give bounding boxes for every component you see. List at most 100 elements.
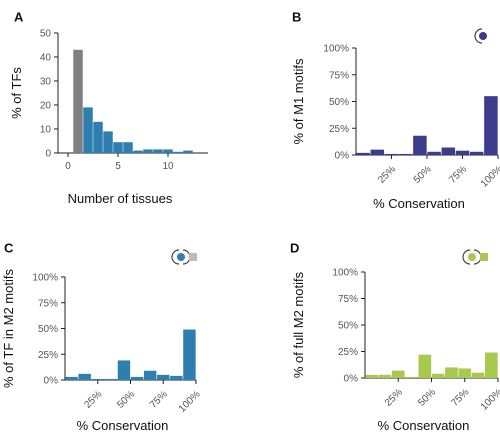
y-tick-label-c: 50% [38, 324, 58, 335]
y-tick-label-a: 0 [45, 149, 51, 160]
bar-c-70 [143, 370, 157, 380]
y-tick-label-b: 25% [329, 124, 349, 135]
m2-full-motif-icon [462, 249, 488, 265]
y-tick-label-c: 0% [44, 376, 59, 387]
bar-b-90 [469, 151, 484, 155]
bar-b-60 [427, 151, 441, 155]
bar-d-60 [431, 373, 445, 378]
bar-c-100 [183, 329, 196, 380]
bar-d-90 [471, 372, 485, 378]
x-axis-label-c: % Conservation [77, 418, 169, 433]
y-tick-label-a: 50 [40, 29, 52, 40]
bar-d-50 [418, 354, 432, 378]
y-axis-label-a: % of TFs [9, 67, 24, 119]
motif-node [468, 253, 476, 261]
y-tick-label-d: 50% [338, 321, 358, 332]
x-tick-label-a: 5 [115, 161, 121, 172]
bar-a-12 [183, 150, 193, 153]
y-tick-label-a: 10 [40, 125, 52, 136]
y-tick-label-a: 40 [40, 53, 52, 64]
panel-letter-a: A [14, 10, 24, 25]
bar-a-1 [73, 49, 83, 153]
y-tick-label-b: 75% [329, 70, 349, 81]
x-tick-label-b: 100% [479, 164, 500, 190]
x-axis-label-b: % Conservation [373, 196, 465, 211]
y-tick-label-b: 100% [323, 44, 349, 55]
motif-node [189, 253, 197, 261]
x-tick-label-d: 25% [383, 387, 405, 409]
y-axis-label-b: % of M1 motifs [291, 58, 306, 144]
bar-c-20 [78, 373, 91, 380]
bar-d-20 [378, 374, 392, 378]
y-tick-label-a: 30 [40, 77, 52, 88]
bar-b-80 [455, 150, 470, 155]
loop-arc [474, 28, 483, 44]
bar-d-30 [391, 370, 405, 378]
panel-c: C 0% 25% 50% 75% 100% 25% 50% 75% 100% % of TF in … [1, 241, 203, 433]
m1-motif-icon [474, 28, 487, 44]
panel-d: D 0% 25% 50% 75% 100% 25% 50% 75% 100% % of full M… [290, 241, 500, 433]
motif-node [479, 32, 487, 40]
bar-a-4 [103, 131, 113, 153]
bar-d-10 [365, 374, 378, 378]
bar-a-8 [143, 149, 153, 153]
panel-b: B 0% 25% 50% 75% 100% 25% 50% 75% 100% % of M1 mot… [291, 10, 500, 211]
y-tick-label-d: 0% [344, 374, 359, 385]
bar-d-80 [458, 368, 472, 378]
panel-a: A 0 10 20 30 40 50 0 5 10 % of TFs Number of tissue… [9, 10, 208, 206]
bar-a-10 [163, 149, 173, 153]
loop-arc [462, 249, 471, 265]
y-tick-label-c: 25% [38, 350, 58, 361]
bar-d-100 [485, 352, 498, 378]
bar-c-10 [65, 376, 78, 380]
bar-a-9 [153, 149, 163, 153]
y-tick-label-a: 20 [40, 101, 52, 112]
x-tick-label-b: 75% [447, 164, 469, 186]
bar-b-50 [413, 135, 427, 155]
bar-b-10 [356, 152, 370, 155]
bar-a-2 [83, 107, 93, 153]
motif-node [480, 253, 488, 261]
bar-a-6 [123, 142, 133, 153]
bar-c-90 [170, 375, 183, 380]
bar-c-60 [130, 376, 144, 380]
motif-node [177, 253, 185, 261]
bar-d-70 [445, 367, 458, 378]
bar-b-20 [370, 149, 385, 155]
y-tick-label-b: 0% [335, 151, 350, 162]
x-tick-label-a: 10 [162, 161, 174, 172]
bar-b-40 [398, 153, 413, 155]
bar-a-11 [173, 151, 183, 153]
y-tick-label-d: 75% [338, 294, 358, 305]
panel-letter-d: D [290, 241, 299, 256]
y-axis-label-d: % of full M2 motifs [291, 271, 306, 378]
bar-b-70 [441, 147, 456, 155]
y-axis-label-c: % of TF in M2 motifs [1, 269, 16, 388]
x-tick-label-b: 25% [376, 164, 398, 186]
x-tick-label-c: 75% [148, 389, 170, 411]
x-tick-label-c: 100% [177, 389, 203, 415]
y-tick-label-c: 75% [38, 298, 58, 309]
panel-letter-b: B [292, 10, 301, 25]
y-tick-label-d: 100% [332, 268, 358, 279]
panel-letter-c: C [4, 241, 14, 256]
x-axis-label-a: Number of tissues [68, 191, 173, 206]
y-tick-label-c: 100% [32, 273, 58, 284]
x-tick-label-b: 50% [412, 164, 434, 186]
y-tick-label-d: 25% [338, 347, 358, 358]
x-tick-label-d: 50% [416, 387, 438, 409]
bar-c-40 [104, 378, 118, 380]
bar-a-5 [113, 142, 123, 153]
x-tick-label-d: 75% [449, 387, 471, 409]
bar-c-80 [157, 374, 170, 380]
bar-c-50 [117, 360, 131, 380]
y-tick-label-b: 50% [329, 97, 349, 108]
x-tick-label-c: 25% [82, 389, 104, 411]
loop-arc [171, 249, 180, 265]
bar-b-30 [384, 153, 399, 155]
bar-a-7 [133, 150, 143, 153]
x-tick-label-d: 100% [479, 387, 500, 413]
x-tick-label-c: 50% [115, 389, 137, 411]
x-axis-label-d: % Conservation [378, 418, 470, 433]
